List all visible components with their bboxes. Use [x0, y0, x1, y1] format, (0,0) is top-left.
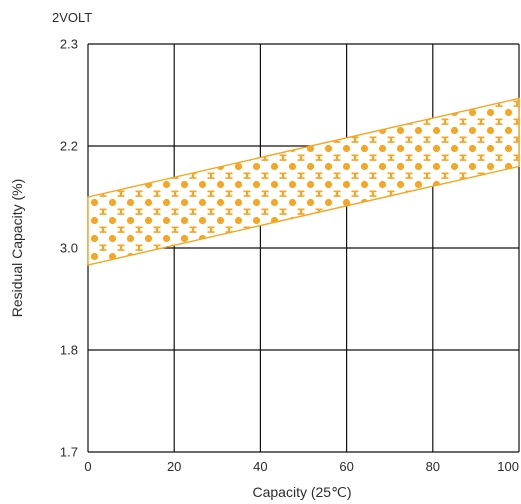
y-tick-label: 3.0: [60, 241, 78, 256]
x-tick-label: 100: [497, 459, 519, 474]
x-tick-labels: 0 20 40 60 80 100: [84, 459, 519, 474]
x-tick-label: 20: [167, 459, 181, 474]
y-tick-labels: 2.3 2.2 3.0 1.8 1.7: [60, 37, 78, 460]
unit-label: 2VOLT: [52, 10, 92, 25]
y-tick-label: 1.7: [60, 445, 78, 460]
y-axis-label: Residual Capacity (%): [9, 179, 25, 318]
range-band: [87, 97, 520, 266]
y-tick-label: 1.8: [60, 343, 78, 358]
x-tick-label: 80: [426, 459, 440, 474]
y-tick-label: 2.2: [60, 139, 78, 154]
y-tick-label: 2.3: [60, 37, 78, 52]
x-tick-label: 0: [84, 459, 91, 474]
x-tick-label: 40: [253, 459, 267, 474]
band-group: [87, 97, 520, 266]
x-tick-label: 60: [339, 459, 353, 474]
x-axis-label: Capacity (25℃): [253, 484, 352, 500]
